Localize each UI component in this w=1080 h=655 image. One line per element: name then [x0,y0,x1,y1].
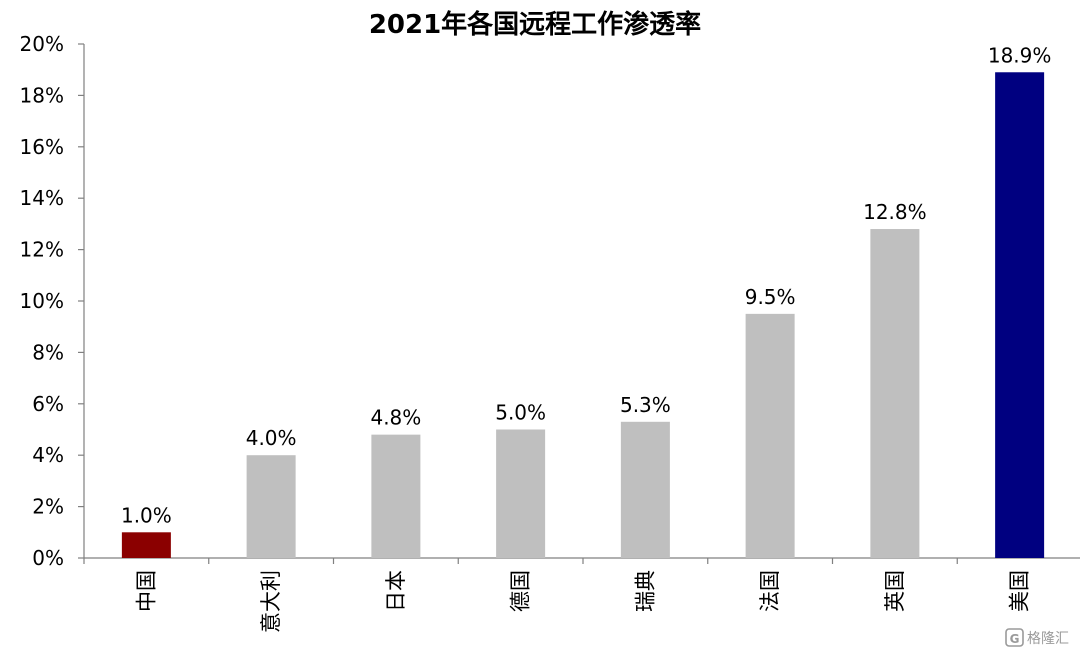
category-labels: 中国 意大利 日本 德国 瑞典 法国 英国 美国 [134,570,1031,633]
category-label: 法国 [758,570,782,612]
watermark: G 格隆汇 [1005,628,1069,647]
data-label: 18.9% [988,43,1052,67]
data-label: 1.0% [121,503,172,527]
bar [620,421,670,558]
category-label: 意大利 [259,570,283,633]
y-axis: 0% 2% 4% 6% 8% 10% 12% 14% 16% 18% 20% [20,32,85,570]
y-tick-label: 4% [32,443,64,467]
category-label: 德国 [509,570,533,612]
y-tick-label: 10% [20,289,64,313]
bar [745,313,795,558]
data-label: 4.0% [246,426,297,450]
bar [995,72,1045,559]
bar [870,229,920,559]
y-tick-label: 16% [20,135,64,159]
x-axis [83,557,1080,564]
watermark-text: 格隆汇 [1027,631,1069,647]
bar [496,429,546,558]
gelonghui-logo-icon: G [1005,628,1024,647]
data-label: 5.3% [620,393,671,417]
chart-title: 2021年各国远程工作渗透率 [369,9,701,40]
bar [121,532,171,558]
y-tick-label: 20% [20,32,64,56]
y-tick-label: 12% [20,238,64,262]
data-labels: 1.0% 4.0% 4.8% 5.0% 5.3% 9.5% 12.8% 18.9% [121,43,1051,527]
data-label: 4.8% [370,406,421,430]
category-label: 中国 [134,570,158,612]
y-tick-label: 8% [32,340,64,364]
data-label: 9.5% [745,285,796,309]
y-tick-label: 6% [32,392,64,416]
bar [371,434,421,558]
svg-text:G: G [1010,632,1020,646]
y-tick-label: 18% [20,83,64,107]
data-label: 5.0% [495,401,546,425]
category-label: 美国 [1008,570,1032,612]
category-label: 日本 [384,570,408,612]
y-tick-label: 0% [32,546,64,570]
category-label: 英国 [883,570,907,612]
category-label: 瑞典 [633,570,657,612]
bar [246,455,296,558]
y-tick-label: 14% [20,186,64,210]
bars [121,72,1045,559]
data-label: 12.8% [863,200,927,224]
y-tick-label: 2% [32,495,64,519]
